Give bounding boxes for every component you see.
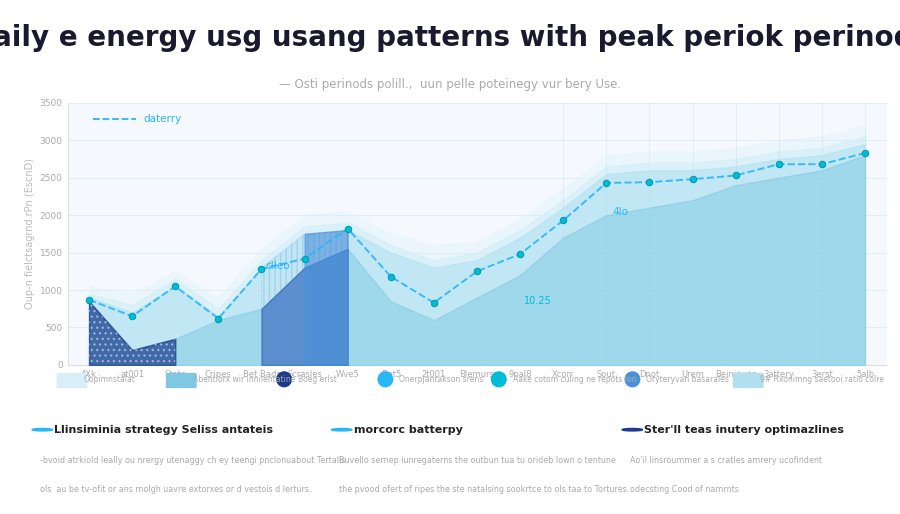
Text: Oopimnstalat: Oopimnstalat: [83, 375, 135, 384]
Text: Boeg erlst: Boeg erlst: [298, 375, 337, 384]
Ellipse shape: [626, 372, 640, 387]
Ellipse shape: [378, 372, 392, 387]
FancyBboxPatch shape: [57, 373, 87, 388]
Y-axis label: Oup-n fielctsagrnd.rPn (EscnD): Oup-n fielctsagrnd.rPn (EscnD): [25, 158, 35, 309]
Text: Ster'll teas inutery optimazlines: Ster'll teas inutery optimazlines: [644, 425, 844, 435]
Text: Ao'il linsroummer a s cratles amrery ucofindent: Ao'il linsroummer a s cratles amrery uco…: [630, 456, 822, 465]
Point: [255, 265, 269, 273]
Text: 10.25: 10.25: [525, 296, 553, 305]
Text: -bvoid atrkiold leally ou nrergy utenaggy ch ey teengi pnclonuabout Tertalis: -bvoid atrkiold leally ou nrergy utenagg…: [40, 456, 346, 465]
Point: [858, 149, 872, 157]
Text: clleo: clleo: [266, 261, 291, 271]
Circle shape: [331, 429, 352, 431]
Point: [643, 178, 657, 186]
Text: daterry: daterry: [143, 114, 181, 124]
Text: Aake cotom culing ne repots lon: Aake cotom culing ne repots lon: [513, 375, 636, 384]
Point: [297, 254, 311, 263]
Point: [771, 160, 786, 168]
Circle shape: [622, 429, 643, 431]
Text: Daily e energy usg usang patterns with peak periok perinods: Daily e energy usg usang patterns with p…: [0, 24, 900, 52]
Point: [513, 250, 527, 258]
Point: [340, 225, 355, 233]
Point: [599, 179, 614, 187]
Text: Onerpjantakson srens: Onerpjantakson srens: [400, 375, 483, 384]
Circle shape: [32, 429, 52, 431]
Point: [82, 296, 96, 304]
Ellipse shape: [277, 372, 292, 387]
Point: [814, 160, 829, 168]
Text: the pvood ofert of ripes the ste natalsing sookrtce to ols taa to Tortures.: the pvood ofert of ripes the ste natalsi…: [339, 485, 629, 494]
Point: [168, 282, 183, 290]
FancyBboxPatch shape: [733, 373, 763, 388]
Text: Oryteryvan basarales: Oryteryvan basarales: [646, 375, 729, 384]
Text: ols  au be tv-ofit or ans molgh uavre extorxes or d vestois d lerturs.: ols au be tv-ofit or ans molgh uavre ext…: [40, 485, 311, 494]
Point: [125, 312, 140, 320]
Text: Abentiorx wir innilentatine: Abentiorx wir innilentatine: [193, 375, 295, 384]
Point: [427, 299, 441, 307]
Point: [470, 267, 484, 276]
Point: [685, 175, 699, 183]
Point: [728, 171, 742, 179]
Text: — Osti perinods polill.,  uun pelle poteinegy vur bery Use.: — Osti perinods polill., uun pelle potei…: [279, 78, 621, 91]
Text: Buvello sernep iunregaterns the outbun tua tu orideb lown o tentune: Buvello sernep iunregaterns the outbun t…: [339, 456, 616, 465]
Text: morcorc batterpy: morcorc batterpy: [354, 425, 463, 435]
Ellipse shape: [491, 372, 506, 387]
Point: [212, 315, 226, 323]
Text: odecsting Cood of namrnts: odecsting Cood of namrnts: [630, 485, 739, 494]
Text: Llinsiminia strategy Seliss antateis: Llinsiminia strategy Seliss antateis: [54, 425, 274, 435]
Point: [383, 272, 398, 281]
Text: 4lo: 4lo: [613, 207, 629, 217]
FancyBboxPatch shape: [166, 373, 196, 388]
Text: 9# Rxonimng saetooi.ratio colre: 9# Rxonimng saetooi.ratio colre: [760, 375, 884, 384]
Point: [556, 216, 571, 225]
